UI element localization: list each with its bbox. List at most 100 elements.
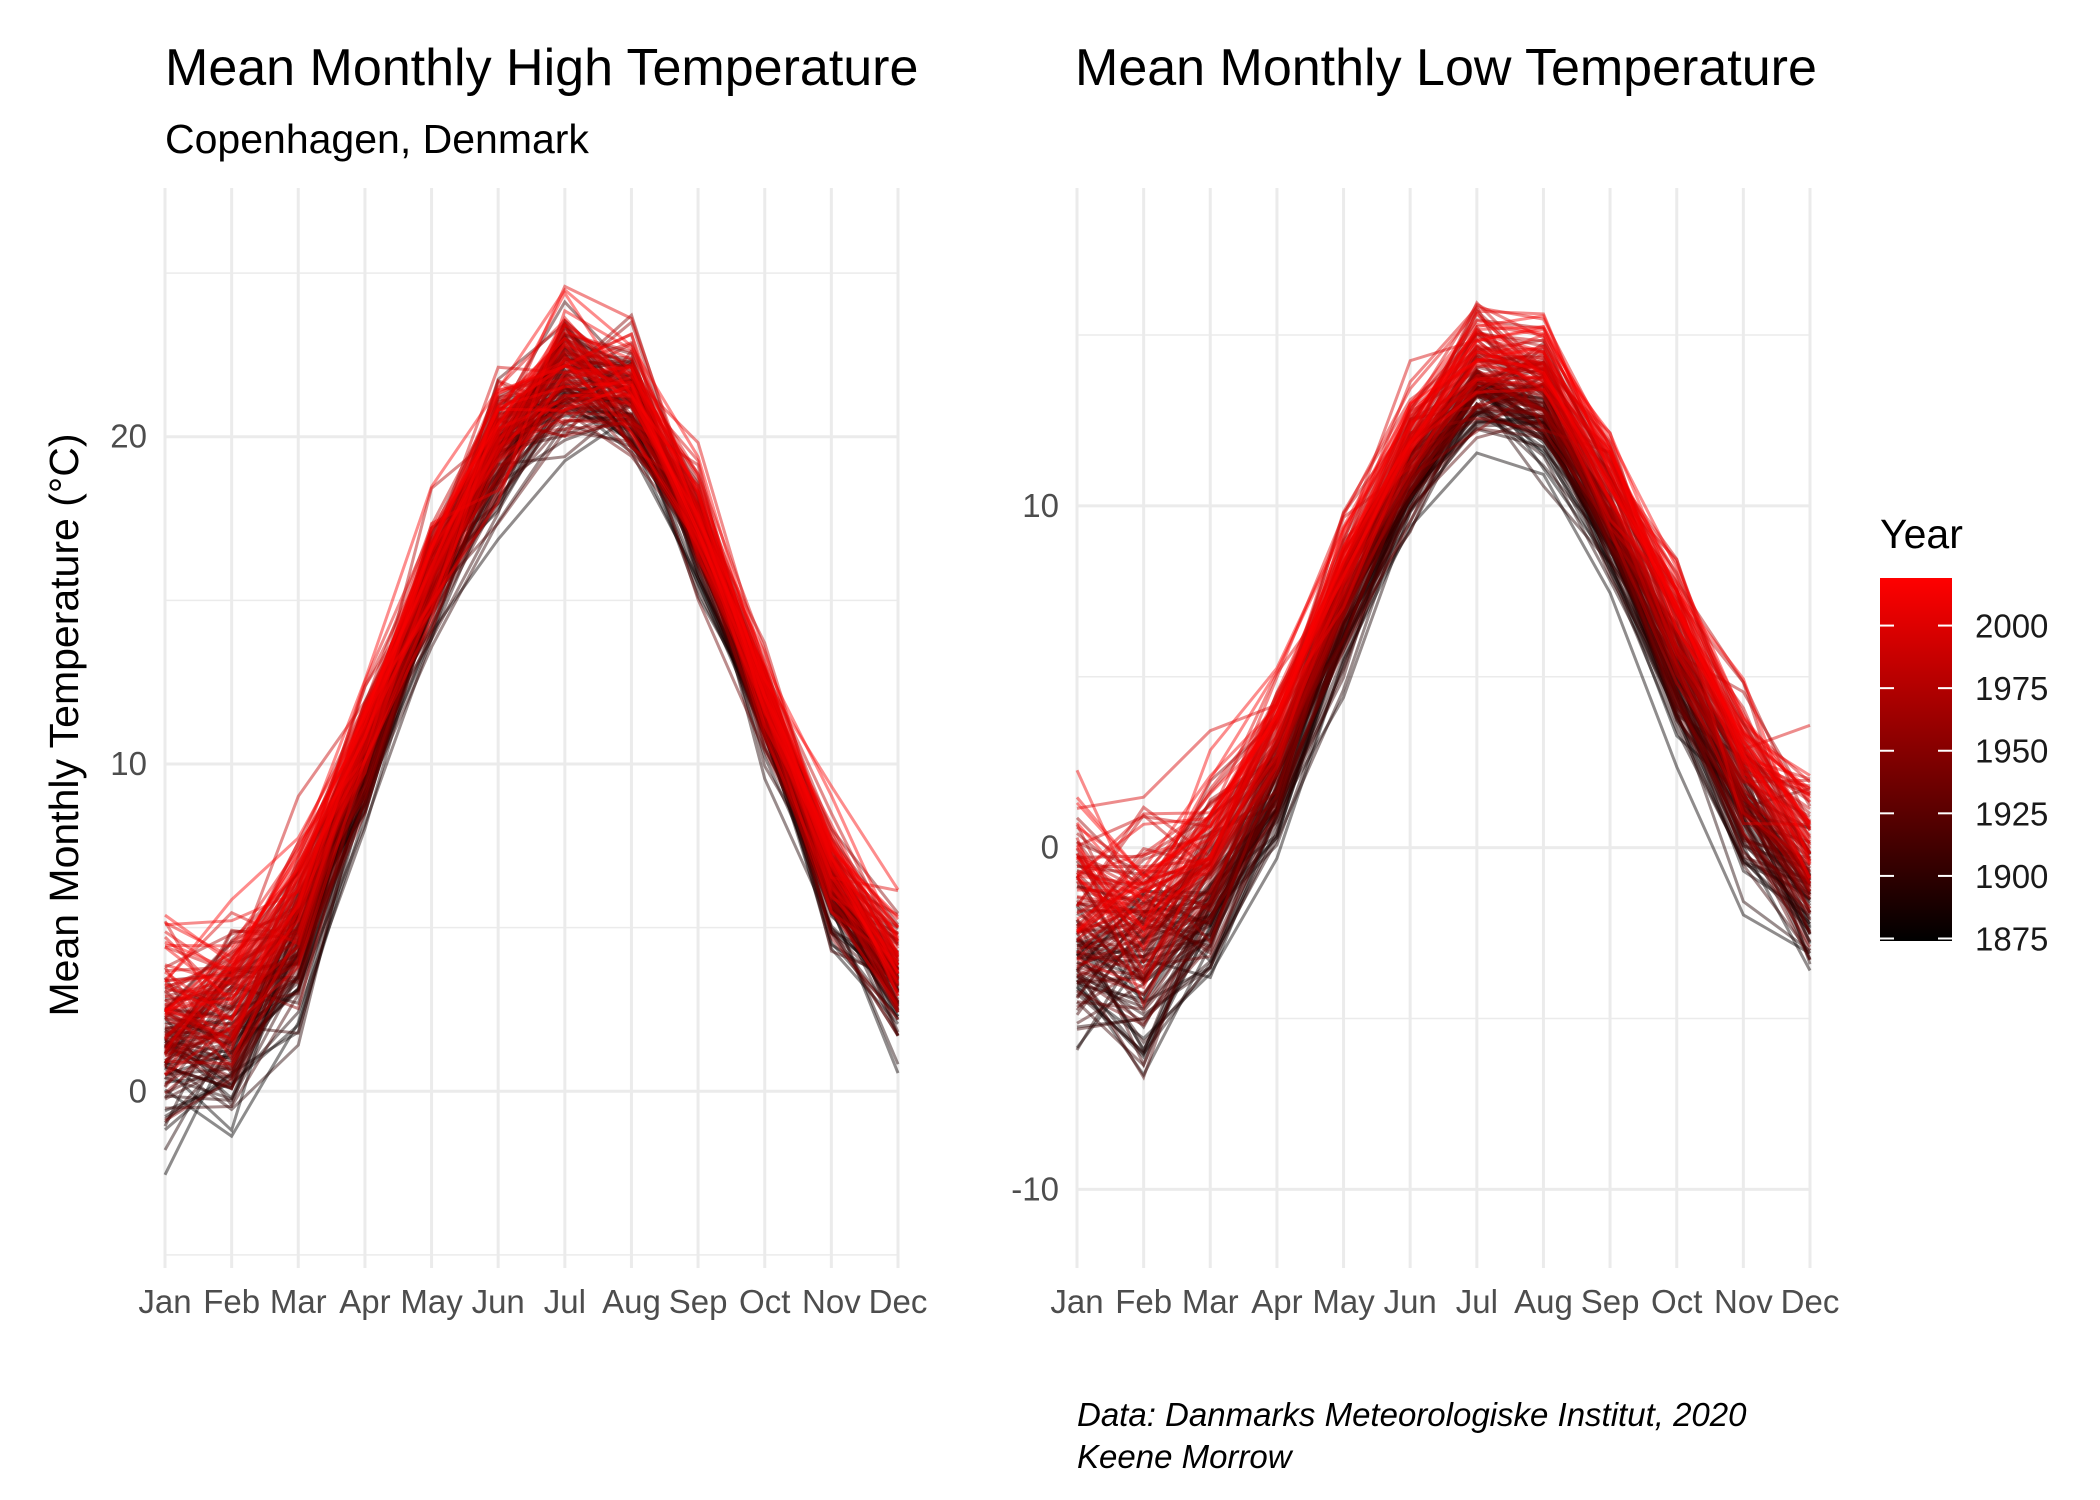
x-tick-label: Mar <box>270 1283 327 1320</box>
year-series-line <box>164 384 900 1063</box>
year-series-line <box>1075 414 1812 1005</box>
year-series-line <box>1076 330 1812 892</box>
x-tick-label: Jan <box>1050 1283 1103 1320</box>
year-series-line <box>164 417 900 1037</box>
year-series-line <box>1076 357 1811 990</box>
year-series-line <box>164 351 900 1050</box>
year-series-line <box>1076 367 1811 1025</box>
year-series-line <box>1075 327 1812 919</box>
year-series-line <box>1075 336 1812 930</box>
year-series-line <box>163 400 900 1127</box>
year-series-line <box>164 429 900 1095</box>
year-series-line <box>1076 360 1812 977</box>
year-series-line <box>164 412 899 1072</box>
year-series-line <box>1076 327 1811 934</box>
year-series-line <box>1075 383 1812 957</box>
year-series-line <box>1076 373 1812 934</box>
year-series-line <box>164 384 900 1012</box>
year-series-line <box>1075 368 1812 1014</box>
year-series-line <box>1075 361 1812 932</box>
year-series-line <box>1076 368 1812 944</box>
year-series-line <box>164 363 900 1077</box>
year-series-line <box>163 342 899 1076</box>
year-series-line <box>164 299 900 1055</box>
x-tick-label: May <box>1312 1283 1375 1320</box>
year-series-line <box>1075 308 1812 935</box>
year-series-line <box>164 345 900 1027</box>
year-series-line <box>164 348 900 1057</box>
year-series-line <box>1076 358 1812 914</box>
year-series-line <box>163 378 900 1068</box>
y-tick-label: 0 <box>1041 829 1059 866</box>
right-chart-grid <box>1075 188 1812 1268</box>
year-series-line <box>163 332 900 1099</box>
x-tick-label: Sep <box>669 1283 728 1320</box>
year-series-line <box>1076 390 1811 1029</box>
year-series-line <box>1076 318 1811 917</box>
year-series-line <box>164 375 900 927</box>
year-series-line <box>163 393 900 1051</box>
year-series-line <box>1075 344 1811 908</box>
year-series-line <box>164 413 900 1131</box>
year-series-line <box>163 396 900 1078</box>
year-series-line <box>164 287 900 966</box>
x-tick-label: Feb <box>1115 1283 1172 1320</box>
y-tick-label: 20 <box>110 418 147 455</box>
year-series-line <box>1075 409 1812 1053</box>
year-series-line <box>163 331 900 1041</box>
year-series-line <box>163 353 900 1049</box>
x-tick-label: Aug <box>602 1283 661 1320</box>
year-series-line <box>1076 376 1811 925</box>
year-series-line <box>1075 416 1812 980</box>
year-series-line <box>164 364 900 1012</box>
legend-tick-label: 1975 <box>1975 670 2048 707</box>
year-series-line <box>164 403 900 1077</box>
year-series-line <box>164 329 900 1017</box>
left-chart-x-ticks: Jan Feb Mar Apr May Jun Jul Aug Sep Oct Nov Dec <box>138 1283 927 1320</box>
year-series-line <box>164 336 900 1062</box>
year-series-line <box>164 368 899 1091</box>
year-series-line <box>1075 421 1811 1045</box>
legend-ticks: 1875 1900 1925 1950 1975 2000 <box>1880 608 2048 957</box>
year-series-line <box>1075 344 1812 952</box>
x-tick-label: Jul <box>544 1283 586 1320</box>
year-series-line <box>163 391 900 1048</box>
year-series-line <box>164 308 900 1002</box>
year-series-line <box>1076 338 1812 941</box>
year-series-line <box>164 366 900 983</box>
year-series-line <box>164 384 900 1043</box>
year-series-line <box>1076 451 1811 1041</box>
year-series-line <box>164 385 900 1113</box>
year-series-line <box>1076 412 1812 964</box>
year-series-line <box>163 343 900 1056</box>
year-series-line <box>164 328 900 1110</box>
year-series-line <box>164 332 900 1003</box>
left-chart-grid <box>163 188 900 1268</box>
year-series-line <box>164 390 900 998</box>
year-series-line <box>1076 384 1812 1027</box>
year-series-line <box>163 388 900 1055</box>
legend-tick-label: 1875 <box>1975 920 2048 957</box>
legend-colorbar <box>1880 578 1952 941</box>
year-series-line <box>1076 386 1812 978</box>
year-series-line <box>164 345 900 1082</box>
year-series-line <box>1076 390 1812 976</box>
year-series-line <box>164 352 900 1055</box>
year-series-line <box>164 399 900 1021</box>
year-series-line <box>1076 391 1812 959</box>
year-series-line <box>164 322 900 1022</box>
year-series-line <box>163 321 900 1053</box>
year-series-line <box>1075 384 1811 1030</box>
year-series-line <box>164 372 900 1069</box>
year-series-line <box>1076 381 1812 914</box>
year-series-line <box>164 322 900 1014</box>
year-series-line <box>1075 380 1811 1016</box>
year-series-line <box>164 391 900 1066</box>
year-series-line <box>163 336 899 1006</box>
y-axis-label: Mean Monthly Temperature (°C) <box>41 433 87 1016</box>
year-series-line <box>164 397 899 1101</box>
year-series-line <box>1076 366 1812 982</box>
year-series-line <box>1075 375 1811 975</box>
year-series-line <box>163 400 900 1064</box>
year-series-line <box>164 395 900 1061</box>
